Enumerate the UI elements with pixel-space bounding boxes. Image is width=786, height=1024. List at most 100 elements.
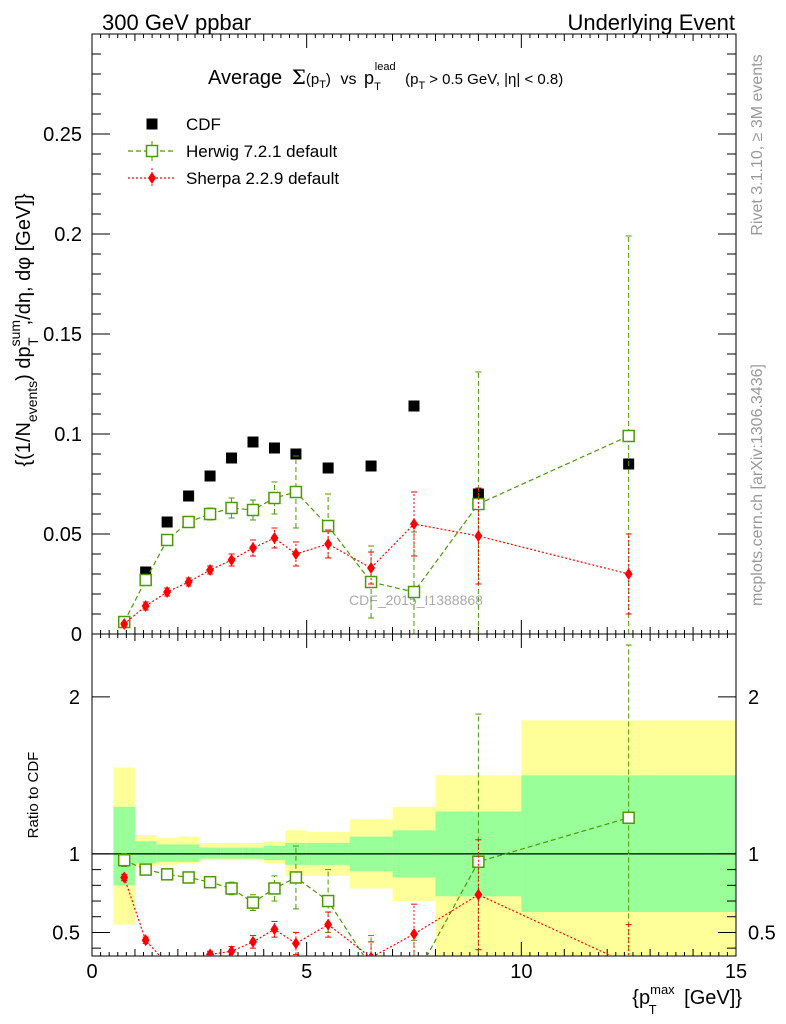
upper-sherpa-2-2-9-default-point <box>367 562 376 574</box>
lower-y-tick-label: 0.5 <box>52 922 80 944</box>
upper-sherpa-2-2-9-default-point <box>227 554 236 566</box>
lower-herwig-7-2-1-default-point <box>409 974 420 985</box>
lower-sherpa-2-2-9-default-point <box>368 951 375 956</box>
x-tick-label: 0 <box>86 961 97 983</box>
lower-sherpa-2-2-9-default-point <box>227 945 236 956</box>
lower-panel: 0 5 10 150.5 0.51 12 2 <box>52 633 776 985</box>
band-green-4 <box>199 847 221 859</box>
upper-cdf-point <box>226 452 238 464</box>
legend-herwig-7-2-1-default-label: Herwig 7.2.1 default <box>186 142 337 161</box>
band-green-7 <box>263 846 286 861</box>
lower-sherpa-2-2-9-default-point <box>185 958 193 970</box>
upper-herwig-7-2-1-default-point <box>268 491 281 505</box>
upper-cdf-point <box>268 442 280 454</box>
lower-sherpa-2-2-9-default-point <box>206 948 215 956</box>
upper-cdf-point <box>408 400 420 412</box>
x-tick-label: 5 <box>301 961 312 983</box>
upper-herwig-7-2-1-default-point <box>203 507 217 521</box>
band-green-1 <box>134 841 157 864</box>
lower-y-tick-label-right: 2 <box>748 687 759 709</box>
upper-sherpa-2-2-9-default-point <box>291 548 300 560</box>
band-green-3 <box>177 844 200 862</box>
upper-y-tick-label: 0.25 <box>43 124 82 146</box>
lower-herwig-7-2-1-default-point <box>182 871 195 884</box>
upper-cdf-point <box>247 436 259 448</box>
upper-sherpa-2-2-9-default-point <box>206 564 215 576</box>
upper-herwig-7-2-1-default-point <box>321 519 335 533</box>
header-left: 300 GeV ppbar <box>102 10 251 35</box>
lower-frame <box>91 633 737 957</box>
upper-cdf-point <box>322 462 334 474</box>
lower-herwig-7-2-1-default-point <box>268 882 281 895</box>
upper-sherpa-2-2-9-default-point <box>141 600 150 612</box>
chart-title: Average Σ(pT) vs pTlead (pT > 0.5 GeV, |η… <box>208 53 563 93</box>
legend-cdf-label: CDF <box>186 115 221 134</box>
lower-sherpa-2-2-9-default-point <box>141 934 150 947</box>
upper-panel: 0 0.05 0.1 0.15 0.2 0.25 <box>43 33 737 646</box>
x-tick-label: 15 <box>725 961 747 983</box>
band-green-6 <box>242 847 264 859</box>
mcplots-label: mcplots.cern.ch [arXiv:1306.3436] <box>749 364 766 606</box>
lower-y-tick-label-right: 0.5 <box>748 922 776 944</box>
upper-sherpa-2-2-9-default-point <box>474 530 483 542</box>
upper-ylabel: {(1/Nevents) dpsum T,/dη, dφ [GeV]} <box>7 193 41 466</box>
upper-y-tick-label: 0.2 <box>54 224 82 246</box>
lower-sherpa-2-2-9-default-line <box>123 877 614 956</box>
upper-y-tick-label: 0.15 <box>43 324 82 346</box>
upper-cdf-point <box>290 448 302 460</box>
lower-y-tick-label: 2 <box>69 687 80 709</box>
legend: CDF Herwig 7.2.1 default Sherpa 2.2.9 defa… <box>128 115 339 188</box>
lower-y-tick-label: 1 <box>69 844 80 866</box>
lower-sherpa-2-2-9-default-point <box>474 888 483 901</box>
lower-sherpa-2-2-9-default-point <box>120 871 129 884</box>
upper-herwig-7-2-1-default-point <box>182 515 195 529</box>
lower-herwig-7-2-1-default-point <box>289 871 303 884</box>
upper-cdf-point <box>140 566 152 578</box>
legend-sherpa-2-2-9-default-label: Sherpa 2.2.9 default <box>186 169 339 188</box>
upper-sherpa-2-2-9-default-point <box>270 532 279 544</box>
upper-data <box>117 235 635 634</box>
upper-y-tick-label: 0.1 <box>54 424 82 446</box>
upper-cdf-point <box>365 460 377 472</box>
lower-sherpa-2-2-9-default-point <box>625 958 633 970</box>
upper-herwig-7-2-1-default-point <box>407 585 421 599</box>
rivet-label: Rivet 3.1.10, ≥ 3M events <box>749 54 766 235</box>
upper-sherpa-2-2-9-default-point <box>120 618 129 630</box>
upper-sherpa-2-2-9-default-point <box>624 568 633 580</box>
upper-sherpa-2-2-9-default-point <box>163 586 172 598</box>
upper-sherpa-2-2-9-default-point <box>249 542 257 554</box>
xlabel: {pmax T [GeV]} <box>632 982 742 1017</box>
lower-herwig-7-2-1-default-point <box>622 811 635 825</box>
lower-sherpa-2-2-9-default-point <box>291 937 300 950</box>
legend-herwig-7-2-1-default-marker <box>145 144 159 158</box>
upper-y-tick-label: 0 <box>71 624 82 646</box>
lower-herwig-7-2-1-default-point <box>117 853 131 867</box>
upper-herwig-7-2-1-default-point <box>246 503 260 517</box>
header-right: Underlying Event <box>567 10 735 35</box>
lower-herwig-7-2-1-default-point <box>203 875 217 889</box>
upper-herwig-7-2-1-default-point <box>622 429 635 443</box>
lower-herwig-7-2-1-default-point <box>366 961 377 972</box>
upper-cdf-point <box>183 490 195 502</box>
upper-y-tick-label: 0.05 <box>43 524 82 546</box>
upper-herwig-7-2-1-default-point <box>289 485 303 499</box>
lower-herwig-7-2-1-default-point <box>246 896 260 909</box>
lower-sherpa-2-2-9-default-point <box>163 958 171 970</box>
band-green-2 <box>156 844 178 862</box>
x-tick-label: 10 <box>510 961 532 983</box>
lower-sherpa-2-2-9-default-point <box>324 918 333 931</box>
lower-sherpa-2-2-9-default-point <box>410 928 418 941</box>
lower-y-tick-label-right: 1 <box>748 844 759 866</box>
upper-herwig-7-2-1-default-point <box>139 573 152 587</box>
lower-herwig-7-2-1-default-point <box>139 863 152 876</box>
lower-ylabel: Ratio to CDF <box>25 752 42 839</box>
lower-sherpa-2-2-9-default-point <box>249 935 257 948</box>
lower-herwig-7-2-1-default-point <box>321 894 335 908</box>
band-green-5 <box>220 847 243 859</box>
upper-sherpa-2-2-9-default-line <box>123 523 629 625</box>
watermark: CDF_2015_I1388868 <box>349 592 483 608</box>
upper-cdf-point <box>161 516 173 528</box>
legend-sherpa-2-2-9-default-marker <box>148 172 156 184</box>
lower-herwig-7-2-1-default-point <box>225 882 238 895</box>
